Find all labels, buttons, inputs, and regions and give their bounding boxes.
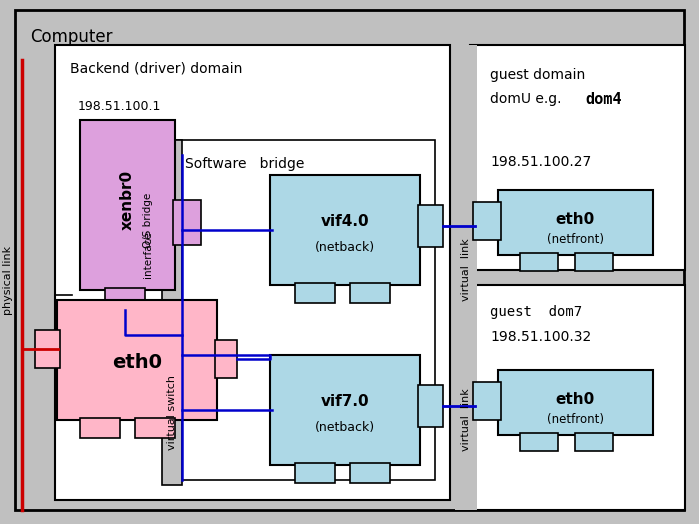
- Bar: [105, 288, 145, 310]
- Text: Backend (driver) domain: Backend (driver) domain: [70, 62, 243, 76]
- Text: (netfront): (netfront): [547, 234, 603, 246]
- Text: guest  dom7: guest dom7: [490, 305, 582, 319]
- Text: (netfront): (netfront): [547, 413, 603, 427]
- Bar: [80, 120, 175, 290]
- Bar: [470, 45, 685, 270]
- Bar: [162, 140, 182, 485]
- Text: vif7.0: vif7.0: [321, 395, 369, 409]
- Bar: [575, 253, 613, 271]
- Text: 198.51.100.1: 198.51.100.1: [78, 100, 161, 113]
- Text: guest domain: guest domain: [490, 68, 585, 82]
- Text: O/S bridge: O/S bridge: [143, 192, 153, 248]
- Bar: [455, 45, 477, 510]
- Text: eth0: eth0: [556, 213, 595, 227]
- Text: Software   bridge: Software bridge: [185, 157, 304, 171]
- Text: domU e.g.: domU e.g.: [490, 92, 566, 106]
- Bar: [473, 382, 501, 420]
- Bar: [35, 330, 60, 368]
- Bar: [57, 300, 217, 420]
- Bar: [350, 283, 390, 303]
- Bar: [215, 340, 237, 378]
- Text: interface: interface: [143, 232, 153, 278]
- Text: vif4.0: vif4.0: [321, 214, 369, 230]
- Text: Computer: Computer: [30, 28, 113, 46]
- Text: eth0: eth0: [556, 392, 595, 408]
- Text: xenbr0: xenbr0: [120, 170, 134, 230]
- Text: 198.51.100.27: 198.51.100.27: [490, 155, 591, 169]
- Bar: [520, 253, 558, 271]
- Text: virtual  link: virtual link: [461, 389, 471, 451]
- Bar: [80, 418, 120, 438]
- Text: physical link: physical link: [3, 245, 13, 314]
- Bar: [418, 385, 443, 427]
- Bar: [470, 285, 685, 510]
- Bar: [295, 463, 335, 483]
- Bar: [350, 463, 390, 483]
- Bar: [498, 370, 653, 435]
- Text: 198.51.100.32: 198.51.100.32: [490, 330, 591, 344]
- Bar: [520, 433, 558, 451]
- Bar: [270, 175, 420, 285]
- Text: (netback): (netback): [315, 421, 375, 434]
- Bar: [473, 202, 501, 240]
- Text: virtual  link: virtual link: [461, 238, 471, 301]
- Text: virtual switch: virtual switch: [167, 375, 177, 450]
- Bar: [173, 200, 201, 245]
- Text: eth0: eth0: [112, 353, 162, 372]
- Bar: [295, 283, 335, 303]
- Bar: [135, 418, 175, 438]
- Bar: [498, 190, 653, 255]
- Text: dom4: dom4: [585, 92, 621, 107]
- Bar: [55, 45, 450, 500]
- Bar: [270, 355, 420, 465]
- Text: (netback): (netback): [315, 242, 375, 255]
- Bar: [418, 205, 443, 247]
- Bar: [165, 140, 435, 480]
- Bar: [575, 433, 613, 451]
